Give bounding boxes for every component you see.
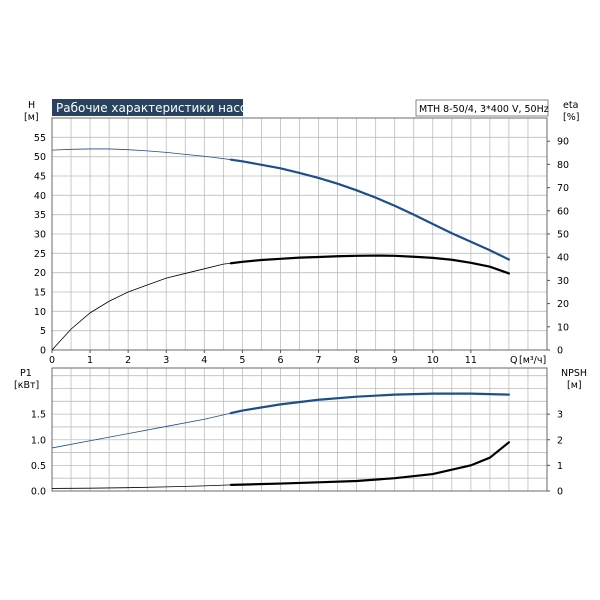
chart-title-bar — [52, 99, 243, 116]
p1-tick-label: 1.5 — [31, 410, 46, 421]
x-axis-label: Q — [510, 355, 517, 366]
y-axis-left-label: H — [28, 100, 35, 111]
power-npsh-panel: P1 [кВт] NPSH [м] 0.0 0.5 1.0 1.5 0 1 2 3 — [14, 367, 587, 498]
head-efficiency-panel: Рабочие характеристики насоса MTH 8-50/4… — [24, 99, 579, 366]
x-tick-label: 10 — [427, 355, 439, 366]
y-axis-left-unit: [м] — [24, 112, 39, 123]
power-curve-operating — [229, 392, 511, 415]
y-left-tick-label: 15 — [34, 288, 46, 299]
x-tick-label: 9 — [392, 355, 398, 366]
npsh-axis-unit: [м] — [567, 380, 582, 391]
head-curve-operating — [229, 158, 511, 261]
p1-axis-unit: [кВт] — [14, 380, 39, 391]
efficiency-curve-operating — [229, 254, 511, 275]
npsh-tick-label: 1 — [557, 461, 563, 472]
bottom-ticks: 0.0 0.5 1.0 1.5 0 1 2 3 — [31, 410, 563, 498]
npsh-tick-label: 3 — [557, 410, 563, 421]
x-tick-label: 3 — [163, 355, 169, 366]
y-left-tick-label: 25 — [34, 249, 46, 260]
y-left-tick-label: 30 — [34, 230, 46, 241]
y-right-tick-label: 60 — [557, 206, 569, 217]
p1-tick-label: 0.0 — [31, 487, 46, 498]
y-left-tick-label: 50 — [34, 152, 46, 163]
y-left-tick-label: 10 — [34, 307, 46, 318]
y-left-tick-label: 35 — [34, 210, 46, 221]
model-label: MTH 8-50/4, 3*400 V, 50Hz — [419, 104, 549, 115]
y-right-tick-label: 90 — [557, 137, 569, 148]
y-right-tick-label: 70 — [557, 183, 569, 194]
y-left-tick-label: 5 — [40, 326, 46, 337]
power-curve-thin — [51, 412, 232, 449]
head-curve-thin — [51, 148, 232, 161]
p1-tick-label: 0.5 — [31, 461, 46, 472]
y-right-tick-label: 40 — [557, 253, 569, 264]
y-left-tick-label: 0 — [40, 346, 46, 357]
npsh-curve-thin — [51, 484, 231, 489]
top-grid — [52, 118, 547, 350]
y-right-tick-label: 80 — [557, 160, 569, 171]
top-curves — [51, 148, 511, 351]
npsh-curve-operating — [229, 441, 511, 486]
x-tick-label: 5 — [239, 355, 245, 366]
y-right-tick-label: 10 — [557, 322, 569, 333]
y-right-tick-label: 50 — [557, 230, 569, 241]
p1-tick-label: 1.0 — [31, 435, 46, 446]
p1-axis-label: P1 — [20, 368, 32, 379]
x-tick-label: 7 — [316, 355, 322, 366]
y-right-tick-label: 30 — [557, 276, 569, 287]
y-left-tick-label: 20 — [34, 268, 46, 279]
npsh-axis-label: NPSH — [561, 368, 587, 379]
x-tick-label: 1 — [87, 355, 93, 366]
y-right-tick-label: 20 — [557, 299, 569, 310]
x-tick-label: 4 — [201, 355, 207, 366]
model-label-box — [415, 99, 549, 117]
y-axis-right-label: eta — [563, 100, 578, 111]
x-tick-label: 8 — [354, 355, 360, 366]
chart-title: Рабочие характеристики насоса — [56, 101, 261, 115]
y-right-tick-label: 0 — [557, 346, 563, 357]
npsh-tick-label: 0 — [557, 487, 563, 498]
x-tick-label: 6 — [277, 355, 283, 366]
bottom-plot-frame — [51, 367, 548, 492]
y-left-tick-label: 55 — [34, 133, 46, 144]
x-tick-label: 2 — [125, 355, 131, 366]
bottom-curves — [51, 392, 511, 489]
x-tick-label: 11 — [465, 355, 477, 366]
bottom-grid — [52, 368, 547, 491]
y-left-tick-label: 40 — [34, 191, 46, 202]
npsh-tick-label: 2 — [557, 435, 563, 446]
y-axis-right-unit: [%] — [563, 112, 579, 123]
x-tick-label: 0 — [49, 355, 55, 366]
efficiency-curve-thin — [51, 262, 232, 351]
y-left-tick-label: 45 — [34, 172, 46, 183]
top-ticks: 0 1 2 3 4 5 6 7 8 9 10 1105101520253035404550550102… — [34, 133, 569, 366]
x-axis-unit: [м³/ч] — [519, 355, 546, 366]
